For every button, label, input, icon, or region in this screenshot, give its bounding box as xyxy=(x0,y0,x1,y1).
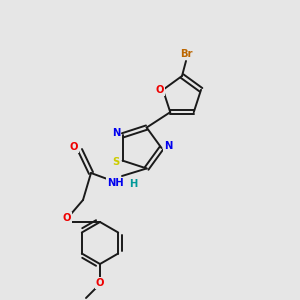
Text: H: H xyxy=(129,179,137,189)
Text: O: O xyxy=(156,85,164,95)
Text: S: S xyxy=(112,157,119,166)
Text: O: O xyxy=(63,213,71,223)
Text: N: N xyxy=(112,128,120,138)
Text: O: O xyxy=(70,142,78,152)
Text: N: N xyxy=(164,141,172,151)
Text: O: O xyxy=(96,278,104,288)
Text: Br: Br xyxy=(180,49,192,59)
Text: NH: NH xyxy=(107,178,123,188)
